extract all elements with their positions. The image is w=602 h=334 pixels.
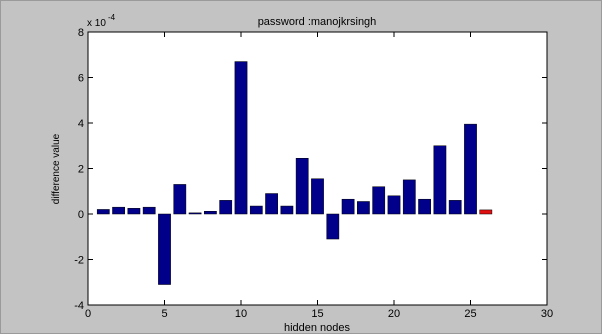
bar <box>112 206 125 215</box>
ticks-group: 0 5 10 15 20 25 30 -4 -2 0 2 4 6 8 <box>74 27 553 320</box>
bar <box>311 178 324 215</box>
y-tick-label: 6 <box>78 73 84 85</box>
bar <box>188 212 202 215</box>
bar <box>234 61 248 215</box>
x-tick-label: 0 <box>85 308 91 320</box>
y-axis-label: difference value <box>51 133 62 204</box>
y-tick-label: 0 <box>78 209 84 221</box>
bar <box>418 198 431 215</box>
y-tick-label: 4 <box>78 118 84 130</box>
bar <box>341 198 355 215</box>
bar <box>448 200 462 215</box>
bar <box>127 208 141 215</box>
bar <box>219 200 233 215</box>
bar <box>280 205 294 215</box>
x-tick-label: 25 <box>464 308 476 320</box>
bar <box>158 213 171 285</box>
y-tick-label: -2 <box>74 255 84 267</box>
bar-highlighted <box>479 209 493 215</box>
x-tick-label: 20 <box>388 308 400 320</box>
y-exponent-label: x 10 <box>87 18 106 29</box>
bar <box>142 206 156 215</box>
bar <box>249 205 263 215</box>
bar <box>464 123 477 215</box>
bar <box>402 179 416 215</box>
bar <box>357 201 370 215</box>
y-tick-label: 2 <box>78 164 84 176</box>
x-tick-label: 10 <box>235 308 247 320</box>
x-tick-label: 30 <box>541 308 553 320</box>
y-tick-label: -4 <box>74 300 84 312</box>
bars-group <box>96 61 493 285</box>
x-tick-label: 15 <box>311 308 323 320</box>
bar <box>295 158 309 215</box>
y-tick-label: 8 <box>78 27 84 39</box>
bar <box>372 186 386 215</box>
x-axis-label: hidden nodes <box>284 322 351 334</box>
bar <box>433 145 447 215</box>
bar <box>96 209 110 215</box>
plot-border <box>87 31 548 306</box>
bar <box>173 184 187 215</box>
bar <box>265 193 278 215</box>
x-tick-label: 5 <box>161 308 167 320</box>
plot-area <box>88 32 547 305</box>
bar <box>387 195 401 215</box>
y-exponent-power: -4 <box>108 13 116 22</box>
bar <box>204 211 217 215</box>
chart-title: password :manojkrsingh <box>258 16 377 28</box>
bar <box>326 213 340 240</box>
